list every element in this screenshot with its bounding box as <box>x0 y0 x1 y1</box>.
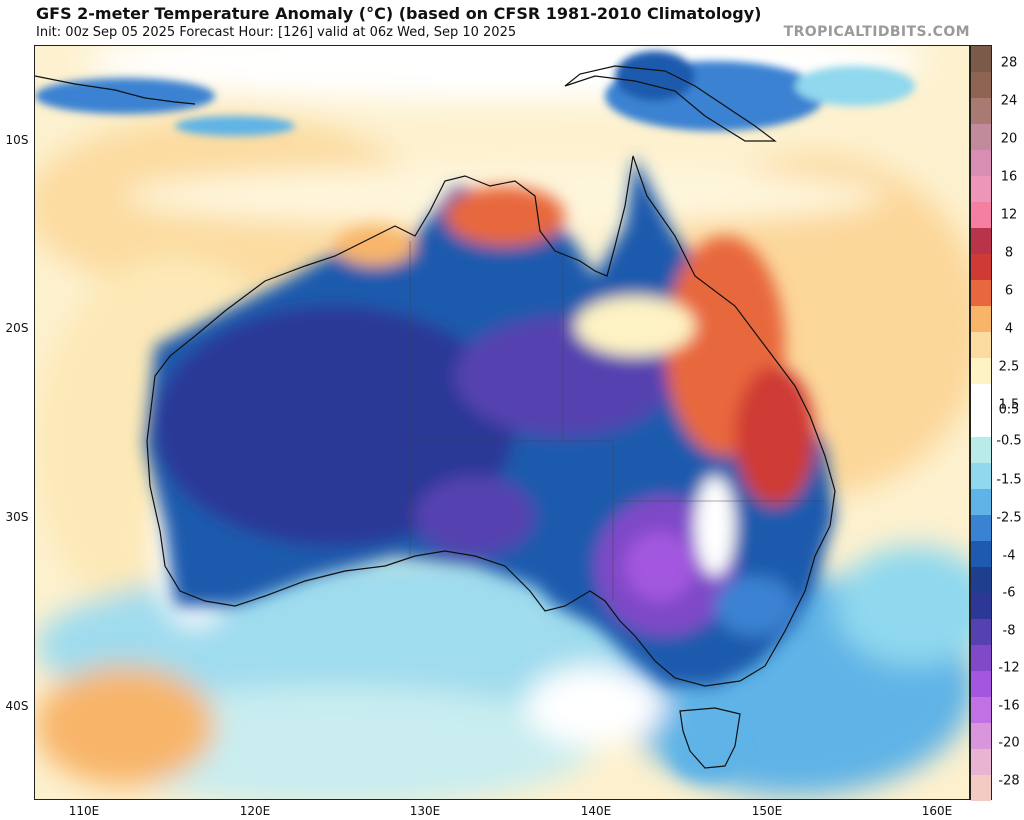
lon-label: 160E <box>921 804 953 818</box>
colorbar-tick-label: 4 <box>1004 321 1014 337</box>
tasmania-coastline <box>679 707 741 769</box>
colorbar-segment <box>971 644 991 672</box>
lon-label: 120E <box>239 804 271 818</box>
site-credit: TROPICALTIDBITS.COM <box>783 24 970 40</box>
lon-label: 150E <box>751 804 783 818</box>
colorbar-tick-label: -0.5 <box>996 433 1022 449</box>
colorbar-tick-label: 2.5 <box>998 359 1020 375</box>
colorbar-segment <box>971 150 991 177</box>
colorbar-segment <box>971 748 991 776</box>
coastlines <box>35 65 836 769</box>
colorbar-segment <box>971 774 991 802</box>
colorbar-tick-label: -20 <box>998 735 1020 751</box>
colorbar-segment <box>971 618 991 646</box>
colorbar-tick-label: -6 <box>1002 585 1016 601</box>
colorbar-tick-label: -28 <box>998 773 1020 789</box>
lon-label: 110E <box>68 804 100 818</box>
new-guinea-coastline <box>564 65 777 142</box>
colorbar-segment <box>971 306 991 333</box>
colorbar-segment <box>971 124 991 151</box>
colorbar-tick-label: 8 <box>1004 245 1014 261</box>
colorbar-segment <box>971 98 991 125</box>
colorbar-tick-label: -12 <box>998 660 1020 676</box>
colorbar <box>970 45 992 802</box>
colorbar-segment <box>971 592 991 620</box>
colorbar-tick-label: -16 <box>998 698 1020 714</box>
colorbar-segment <box>971 202 991 229</box>
colorbar-tick-label: 16 <box>1000 169 1018 185</box>
colorbar-segment <box>971 384 991 411</box>
chart-title: GFS 2-meter Temperature Anomaly (°C) (ba… <box>36 4 762 23</box>
lat-label: 40S <box>5 699 29 713</box>
colorbar-segment <box>971 410 991 437</box>
colorbar-segment <box>971 696 991 724</box>
map-canvas <box>35 46 969 799</box>
colorbar-segment <box>971 176 991 203</box>
anomaly-map <box>34 45 970 800</box>
colorbar-tick-label: 24 <box>1000 93 1018 109</box>
state-borders <box>409 241 825 601</box>
lat-label: 20S <box>5 321 29 335</box>
java-coastline <box>35 75 196 105</box>
colorbar-segment <box>971 540 991 568</box>
colorbar-tick-label: 6 <box>1004 283 1014 299</box>
colorbar-segment <box>971 228 991 255</box>
land-anomaly-fields <box>145 156 835 781</box>
colorbar-tick-label: 20 <box>1000 131 1018 147</box>
colorbar-tick-label: -4 <box>1002 548 1016 564</box>
australia-coastline <box>146 155 836 687</box>
lat-label: 30S <box>5 510 29 524</box>
colorbar-segment <box>971 670 991 698</box>
colorbar-tick-label: -2.5 <box>996 510 1022 526</box>
northern-islands-anomaly <box>35 51 915 136</box>
colorbar-segment <box>971 462 991 490</box>
colorbar-segment <box>971 358 991 385</box>
colorbar-tick-label: 12 <box>1000 207 1018 223</box>
colorbar-segment <box>971 514 991 542</box>
colorbar-tick-label: 0.5 <box>998 402 1020 418</box>
colorbar-tick-label: 1.5 <box>998 397 1020 413</box>
colorbar-segment <box>971 46 991 73</box>
colorbar-segment <box>971 72 991 99</box>
colorbar-segment <box>971 254 991 281</box>
colorbar-segment <box>971 436 991 464</box>
forecast-info: Init: 00z Sep 05 2025 Forecast Hour: [12… <box>36 25 517 40</box>
lon-label: 140E <box>580 804 612 818</box>
colorbar-segment <box>971 566 991 594</box>
colorbar-segment <box>971 332 991 359</box>
colorbar-segment <box>971 488 991 516</box>
colorbar-segment <box>971 722 991 750</box>
colorbar-segment <box>971 280 991 307</box>
lon-label: 130E <box>409 804 441 818</box>
colorbar-tick-label: 28 <box>1000 55 1018 71</box>
colorbar-tick-label: -8 <box>1002 623 1016 639</box>
lat-label: 10S <box>5 133 29 147</box>
colorbar-tick-label: -1.5 <box>996 472 1022 488</box>
